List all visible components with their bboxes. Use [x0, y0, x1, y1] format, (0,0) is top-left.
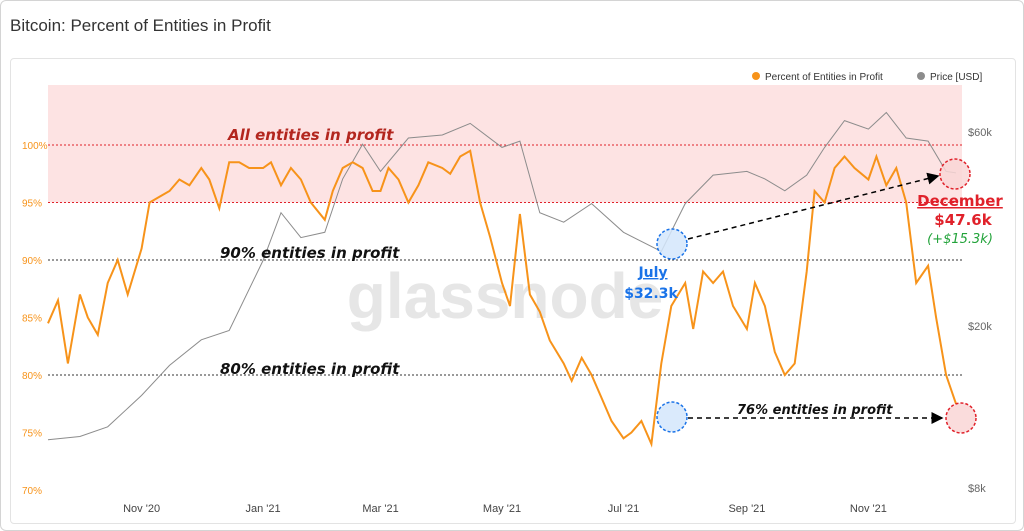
left-tick-label: 85% [22, 314, 42, 325]
profit-series-line [47, 149, 957, 448]
profit-band [48, 85, 962, 203]
left-tick-label: 80% [22, 371, 42, 382]
x-tick-label: Jan '21 [245, 503, 280, 515]
x-tick-label: May '21 [483, 503, 521, 515]
right-tick-label: $60k [968, 127, 992, 139]
july-label: July [637, 265, 667, 281]
december-label: December [917, 192, 1003, 210]
december-price-circle [939, 158, 971, 190]
december-profit-circle [945, 402, 977, 434]
right-tick-label: $8k [968, 483, 986, 495]
left-tick-label: 70% [22, 486, 42, 497]
july-price-circle [656, 228, 688, 260]
december-gain-label: (+$15.3k) [927, 232, 993, 247]
page-title: Bitcoin: Percent of Entities in Profit [10, 16, 271, 35]
annotation-90: 90% entities in profit [220, 244, 400, 262]
x-tick-label: Sep '21 [728, 503, 765, 515]
july-price-label: $32.3k [624, 286, 678, 302]
legend-marker-profit [752, 72, 760, 80]
legend-label-price: Price [USD] [930, 72, 982, 83]
left-axis-ticks: 100% 95% 90% 85% 80% 75% 70% [22, 141, 48, 497]
legend-marker-price [917, 72, 925, 80]
july-profit-circle [656, 401, 688, 433]
legend-label-profit: Percent of Entities in Profit [765, 72, 883, 83]
annotation-all-entities: All entities in profit [227, 126, 394, 144]
legend: Percent of Entities in Profit Price [USD] [752, 72, 982, 83]
x-axis-ticks: Nov '20 Jan '21 Mar '21 May '21 Jul '21 Sep '… [123, 503, 887, 515]
x-tick-label: Nov '20 [123, 503, 160, 515]
right-tick-label: $20k [968, 321, 992, 333]
annotations: All entities in profit 90% entities in pr… [220, 126, 1003, 434]
x-tick-label: Jul '21 [608, 503, 639, 515]
right-axis-ticks: $60k $20k $8k [968, 127, 992, 495]
arrow-july-to-december-price [687, 172, 940, 240]
left-tick-label: 100% [22, 141, 48, 152]
reference-lines [48, 144, 962, 376]
left-tick-label: 90% [22, 256, 42, 267]
chart-panel [10, 58, 1016, 524]
annotation-80: 80% entities in profit [220, 360, 400, 378]
x-tick-label: Mar '21 [362, 503, 398, 515]
x-tick-label: Nov '21 [850, 503, 887, 515]
watermark: glassnode [347, 260, 664, 332]
price-series-line [47, 111, 957, 441]
left-tick-label: 95% [22, 199, 42, 210]
december-price-label: $47.6k [934, 211, 992, 229]
annotation-76: 76% entities in profit [737, 403, 893, 418]
left-tick-label: 75% [22, 429, 42, 440]
